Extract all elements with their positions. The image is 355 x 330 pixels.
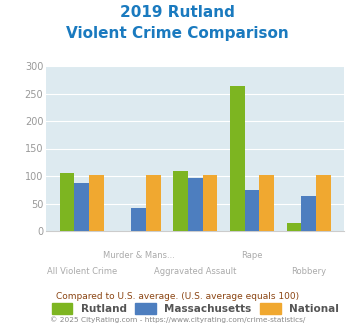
Text: Murder & Mans...: Murder & Mans... <box>103 251 174 260</box>
Text: Violent Crime Comparison: Violent Crime Comparison <box>66 26 289 41</box>
Bar <box>203 176 217 231</box>
Bar <box>316 176 331 231</box>
Bar <box>173 171 188 231</box>
Bar <box>89 175 104 231</box>
Text: Aggravated Assault: Aggravated Assault <box>154 267 236 276</box>
Text: Robbery: Robbery <box>291 267 326 276</box>
Bar <box>286 223 301 231</box>
Text: Compared to U.S. average. (U.S. average equals 100): Compared to U.S. average. (U.S. average … <box>56 292 299 301</box>
Bar <box>75 182 89 231</box>
Text: All Violent Crime: All Violent Crime <box>47 267 117 276</box>
Text: 2019 Rutland: 2019 Rutland <box>120 5 235 20</box>
Bar <box>60 173 75 231</box>
Bar <box>245 190 260 231</box>
Legend: Rutland, Massachusetts, National: Rutland, Massachusetts, National <box>48 299 343 318</box>
Bar <box>188 178 203 231</box>
Bar <box>131 208 146 231</box>
Bar <box>146 175 161 231</box>
Bar <box>230 86 245 231</box>
Text: Rape: Rape <box>241 251 263 260</box>
Bar <box>301 196 316 231</box>
Bar <box>260 176 274 231</box>
Text: © 2025 CityRating.com - https://www.cityrating.com/crime-statistics/: © 2025 CityRating.com - https://www.city… <box>50 317 305 323</box>
